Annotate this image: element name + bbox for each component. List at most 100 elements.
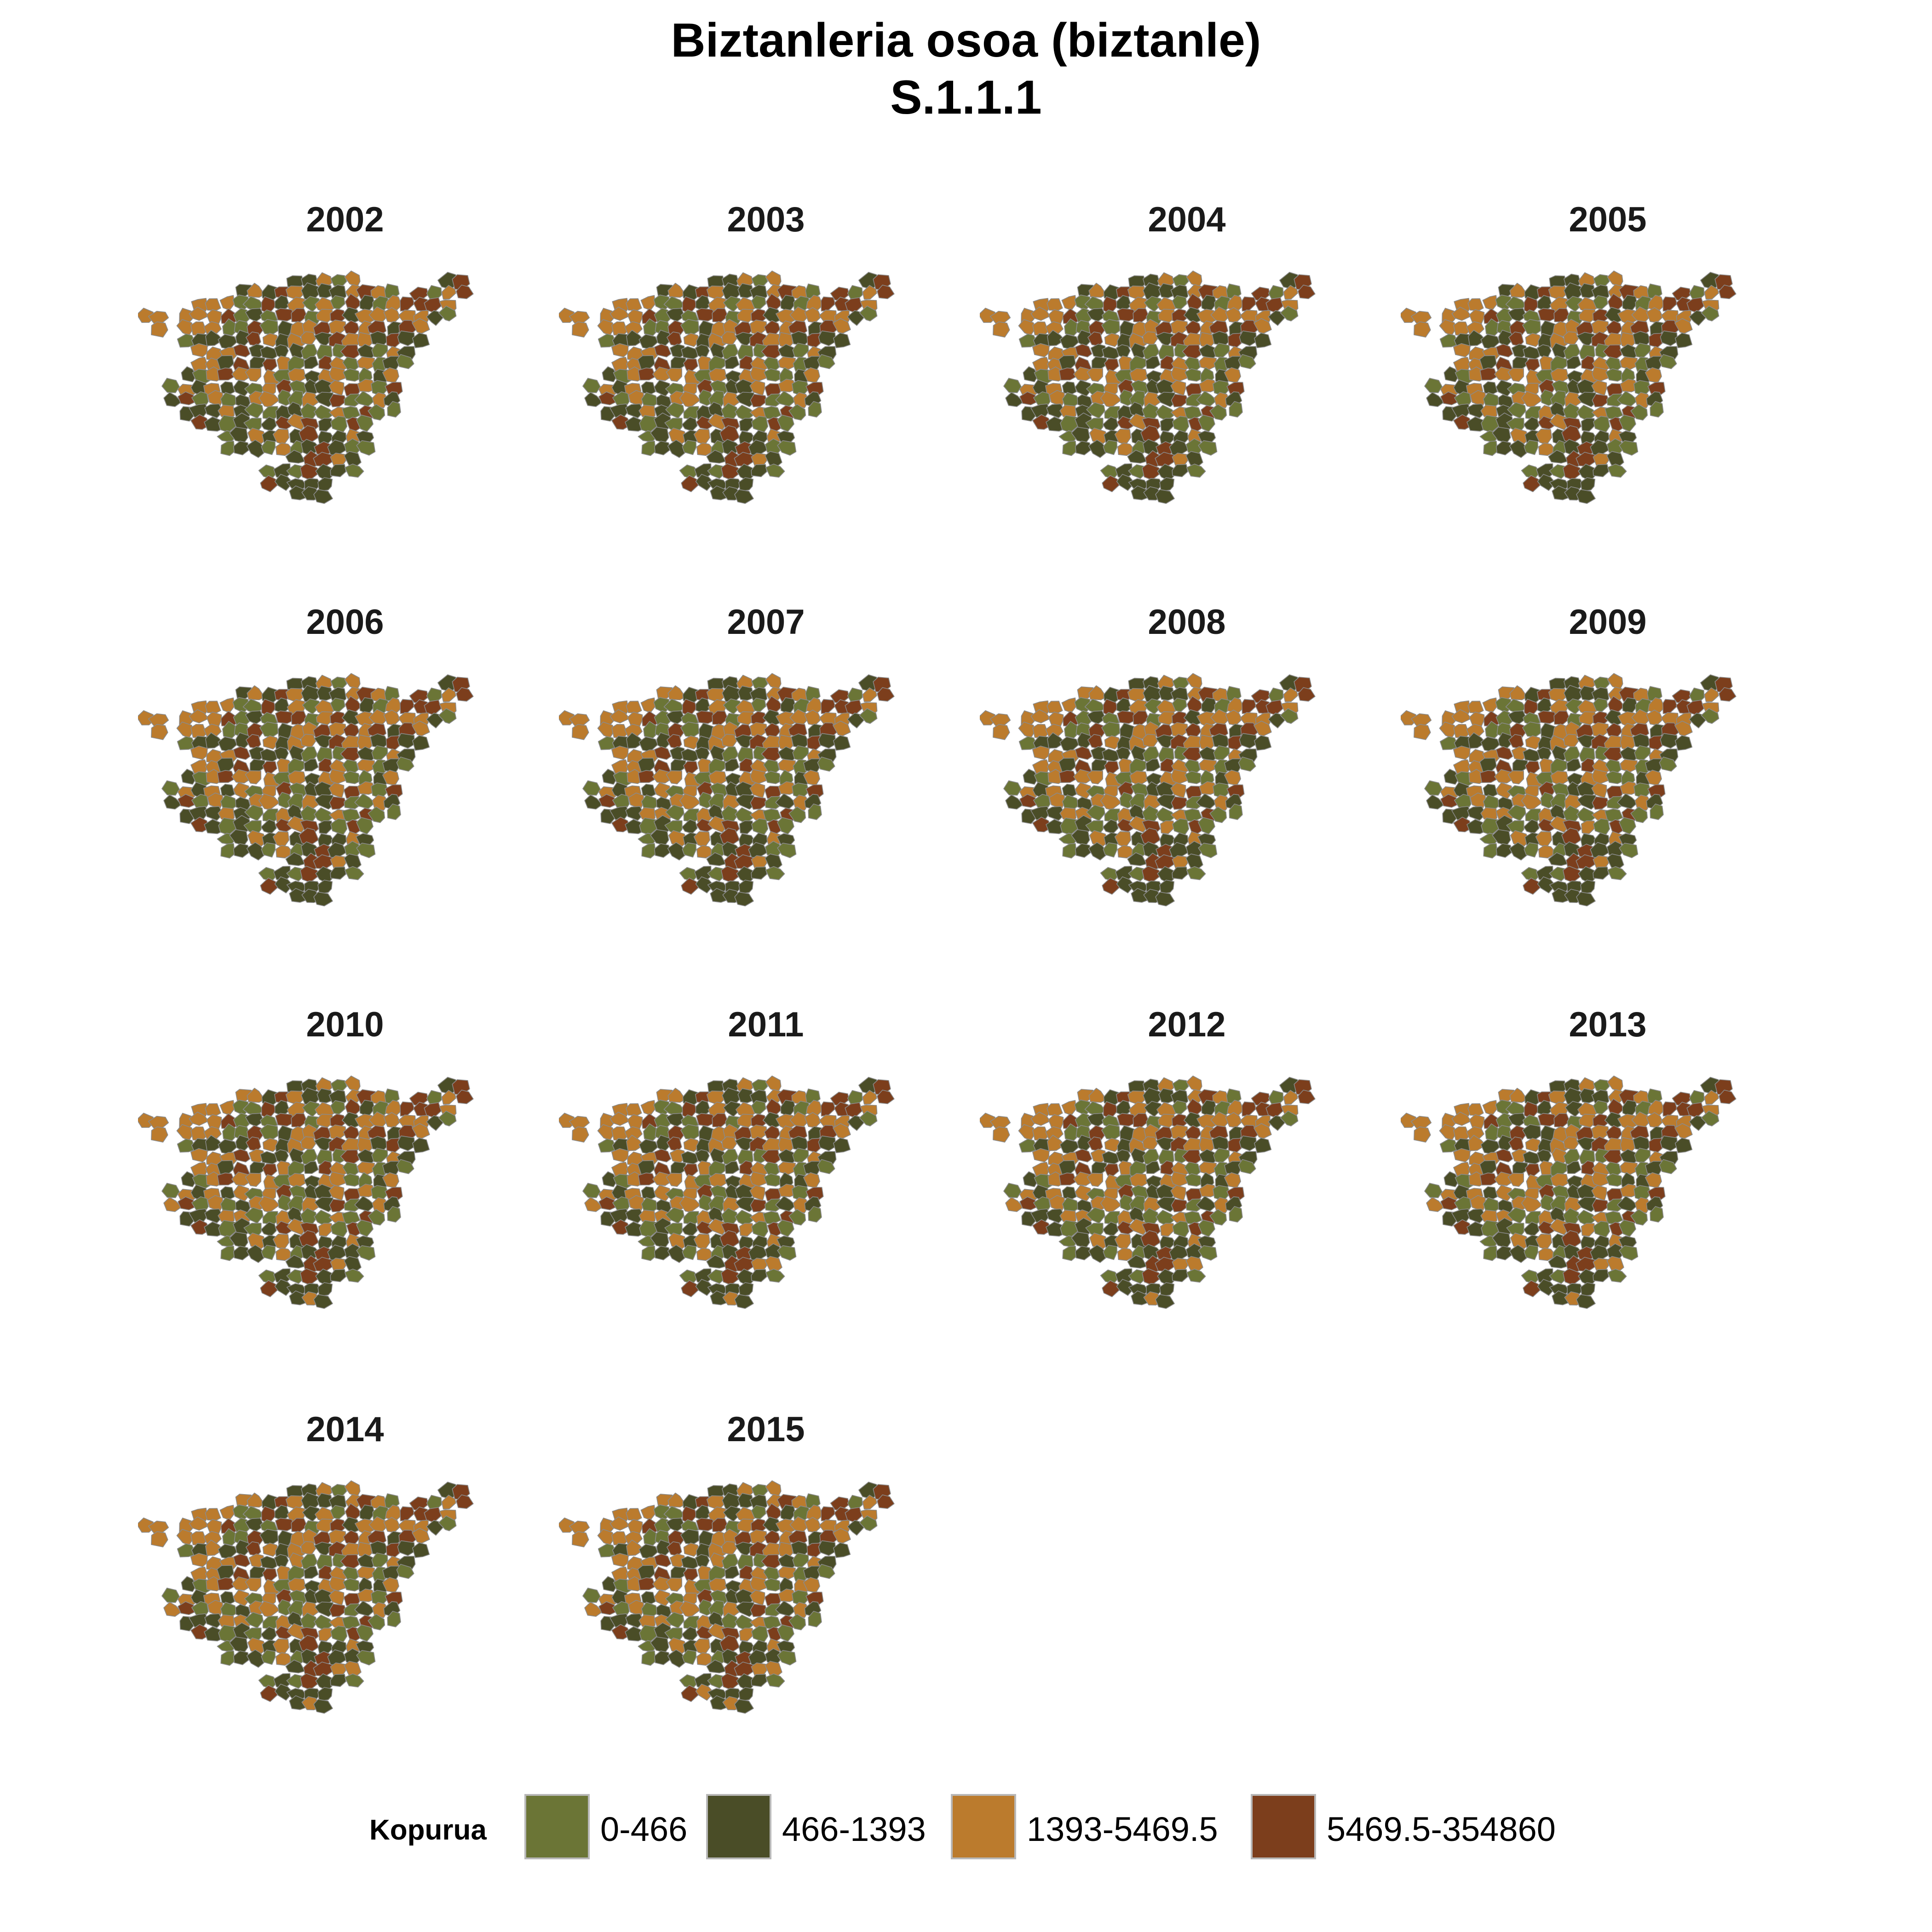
municipality-polygon <box>1524 842 1539 858</box>
municipality-polygon <box>750 1603 768 1617</box>
municipality-polygon <box>1172 818 1190 835</box>
municipality-polygon <box>1087 368 1104 382</box>
municipality-polygon <box>1495 843 1512 858</box>
municipality-polygon <box>300 1136 316 1150</box>
municipality-polygon <box>734 1699 754 1714</box>
municipality-polygon <box>260 1221 277 1237</box>
municipality-polygon <box>654 1149 672 1162</box>
municipality-polygon <box>1160 1223 1175 1237</box>
municipality-polygon <box>1030 709 1051 724</box>
municipality-polygon <box>1606 393 1623 407</box>
municipality-polygon <box>1046 701 1063 713</box>
municipality-polygon <box>993 1126 1010 1143</box>
municipality-polygon <box>1619 440 1639 456</box>
municipality-polygon <box>1102 877 1121 895</box>
municipality-polygon <box>1184 1173 1203 1187</box>
municipality-polygon <box>708 793 725 810</box>
municipality-polygon <box>640 295 656 311</box>
municipality-polygon <box>1593 415 1610 433</box>
municipality-polygon <box>1023 769 1039 785</box>
municipality-polygon <box>682 1245 697 1260</box>
municipality-polygon <box>1451 306 1472 321</box>
municipality-polygon <box>261 1650 276 1665</box>
municipality-polygon <box>1062 1186 1077 1200</box>
municipality-polygon <box>1061 697 1077 713</box>
municipality-polygon <box>190 1126 207 1141</box>
municipality-polygon <box>1607 866 1627 880</box>
municipality-polygon <box>1451 709 1472 724</box>
municipality-polygon <box>1467 1208 1486 1224</box>
municipality-polygon <box>683 1163 698 1177</box>
municipality-polygon <box>1659 354 1677 369</box>
municipality-polygon <box>357 1161 375 1175</box>
municipality-polygon <box>1100 793 1122 811</box>
municipality-polygon <box>765 866 785 880</box>
municipality-polygon <box>1580 477 1596 492</box>
municipality-polygon <box>1592 796 1610 810</box>
municipality-polygon <box>598 1138 618 1153</box>
municipality-polygon <box>738 431 755 446</box>
municipality-polygon <box>598 736 618 750</box>
municipality-polygon <box>181 769 197 785</box>
municipality-polygon <box>1088 282 1107 298</box>
municipality-polygon <box>1238 354 1256 369</box>
municipality-polygon <box>572 1126 589 1143</box>
municipality-polygon <box>777 842 797 858</box>
municipality-polygon <box>654 441 670 455</box>
municipality-polygon <box>455 687 474 702</box>
municipality-polygon <box>1280 1110 1299 1127</box>
municipality-polygon <box>371 343 388 359</box>
municipalities-layer <box>980 1075 1316 1309</box>
municipality-polygon <box>313 1699 333 1714</box>
region-map <box>138 673 474 907</box>
municipality-polygon <box>357 1184 376 1197</box>
region-map <box>1401 1075 1736 1309</box>
municipality-polygon <box>993 724 1010 740</box>
municipality-polygon <box>1549 1218 1568 1236</box>
municipality-polygon <box>1414 724 1431 740</box>
municipality-polygon <box>680 319 700 335</box>
municipality-polygon <box>317 1640 334 1656</box>
municipality-polygon <box>582 1587 601 1603</box>
municipality-polygon <box>679 391 701 408</box>
municipality-polygon <box>1483 1186 1498 1200</box>
municipality-polygon <box>1401 710 1417 725</box>
municipality-polygon <box>396 1564 414 1579</box>
municipality-polygon <box>1509 1244 1530 1263</box>
municipality-polygon <box>876 1494 895 1509</box>
municipality-polygon <box>246 842 267 861</box>
municipality-polygon <box>177 736 197 750</box>
municipality-polygon <box>330 1625 348 1643</box>
municipality-polygon <box>151 1126 168 1143</box>
municipality-polygon <box>859 708 878 724</box>
municipality-polygon <box>177 334 197 348</box>
municipality-polygon <box>343 1578 361 1592</box>
municipality-polygon <box>680 721 700 737</box>
municipality-polygon <box>1062 783 1077 797</box>
municipality-polygon <box>1605 770 1624 784</box>
municipality-polygon <box>721 1136 737 1150</box>
municipality-polygon <box>205 1135 224 1151</box>
map-panel-2003: 2003 <box>559 202 973 552</box>
panel-year-label: 2015 <box>727 1410 805 1449</box>
municipality-polygon <box>1581 1223 1596 1237</box>
municipality-polygon <box>1424 1183 1443 1198</box>
municipality-polygon <box>387 803 401 820</box>
municipality-polygon <box>246 439 267 458</box>
municipality-polygon <box>190 816 210 833</box>
municipality-polygon <box>1005 794 1024 810</box>
municipality-polygon <box>638 1173 656 1186</box>
municipality-polygon <box>205 1103 221 1116</box>
municipality-polygon <box>696 1518 715 1531</box>
municipality-polygon <box>1032 1148 1050 1162</box>
municipality-polygon <box>1537 474 1556 491</box>
municipality-polygon <box>1145 759 1161 771</box>
municipality-polygon <box>1088 1087 1107 1103</box>
municipality-polygon <box>751 464 767 477</box>
municipality-polygon <box>1104 333 1121 347</box>
region-map <box>1401 673 1736 907</box>
municipality-polygon <box>1524 1163 1540 1177</box>
municipality-polygon <box>220 1650 236 1666</box>
municipality-polygon <box>804 1112 822 1128</box>
municipality-polygon <box>396 354 414 369</box>
